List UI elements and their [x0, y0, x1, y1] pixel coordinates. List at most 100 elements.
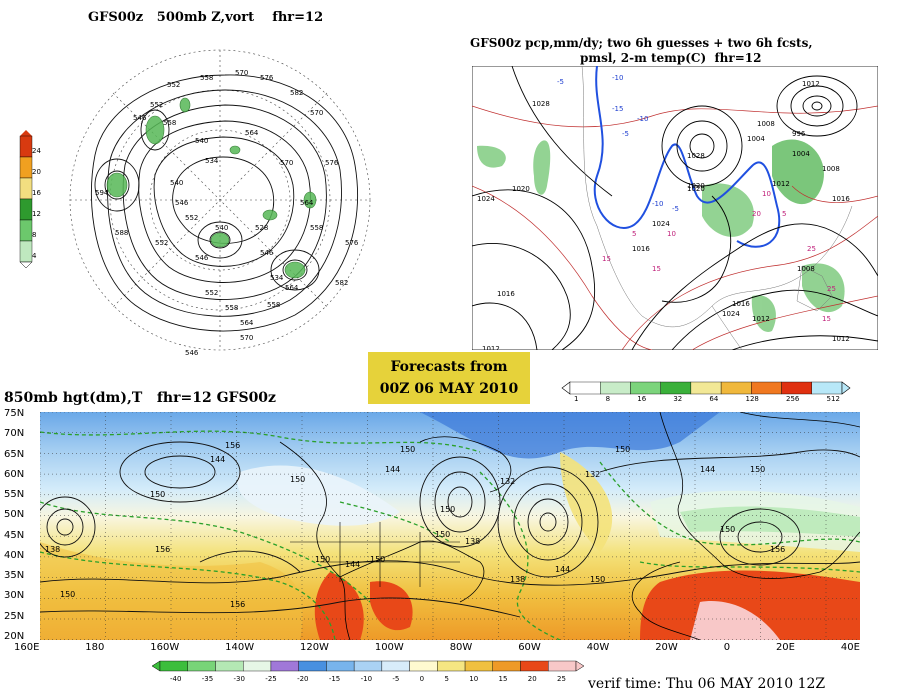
vort-colorbar-label-24: 24: [32, 147, 41, 155]
contour-label: 150: [750, 465, 765, 474]
contour-label: 1020: [512, 185, 530, 193]
contour-label: 558: [225, 304, 238, 312]
precip-colorbar-label: 64: [709, 395, 719, 403]
temp-label: 15: [822, 315, 831, 323]
temp-colorbar: [151, 660, 585, 672]
colorbar-swatch: [690, 381, 722, 395]
contour-label: 150: [150, 490, 165, 499]
temp-label: 15: [652, 265, 661, 273]
lon-label: 0: [723, 642, 731, 653]
contour-label: 150: [435, 530, 450, 539]
temp-colorbar-label: 15: [498, 675, 508, 683]
temp-label: 25: [827, 285, 836, 293]
temp-label: -10: [637, 115, 648, 123]
temp-label: 25: [807, 245, 816, 253]
lon-label: 160W: [150, 642, 180, 653]
colorbar-swatch: [569, 381, 601, 395]
vort-colorbar-label-20: 20: [32, 168, 41, 176]
lon-label: 20E: [775, 642, 795, 653]
temp-colorbar-label: -35: [201, 675, 214, 683]
temp-label: -5: [622, 130, 629, 138]
forecast-header-line2: 00Z 06 MAY 2010: [379, 381, 519, 397]
contour-label: 156: [230, 600, 245, 609]
colorbar-swatch: [298, 660, 327, 672]
colorbar-swatch: [520, 660, 549, 672]
colorbar-swatch: [630, 381, 661, 395]
precip-colorbar-label: 512: [826, 395, 840, 403]
temp-label: -10: [612, 74, 623, 82]
colorbar-swatch: [242, 660, 272, 672]
contour-label: 1012: [772, 180, 790, 188]
isobar-contours: [472, 66, 878, 350]
title-precip-line2: pmsl, 2-m temp(C) fhr=12: [580, 51, 762, 65]
contour-label: 1020: [687, 185, 705, 193]
lon-axis: 160E 180 160W 140W 120W 100W 80W 60W 40W…: [14, 642, 860, 653]
colorbar-swatch: [19, 198, 33, 221]
lon-label: 120W: [299, 642, 329, 653]
precip-label-group: 1028102410201016101210081004102810201024…: [477, 74, 850, 350]
temperature-contours: [472, 105, 878, 350]
contour-label: 1008: [822, 165, 840, 173]
contour-label: 570: [240, 334, 253, 342]
contour-label: 1028: [532, 100, 550, 108]
temp-colorbar-label: 10: [469, 675, 479, 683]
precip-map: 1028102410201016101210081004102810201024…: [472, 66, 878, 350]
temp-label: -10: [652, 200, 663, 208]
contour-label: 570: [235, 69, 248, 77]
contour-label: 564: [240, 319, 254, 327]
title-precip-line1: GFS00z pcp,mm/dy; two 6h guesses + two 6…: [470, 36, 813, 50]
contour-label: 144: [555, 565, 570, 574]
contour-label: 582: [335, 279, 348, 287]
colorbar-swatch: [353, 660, 383, 672]
contour-label: 156: [155, 545, 170, 554]
vorticity-shading: [106, 97, 317, 279]
lat-lon-grid: [40, 412, 860, 640]
colorbar-swatch: [464, 660, 494, 672]
contour-label: 996: [792, 130, 806, 138]
colorbar-swatch: [409, 660, 438, 672]
colorbar-swatch: [548, 660, 577, 672]
contour-label: 1004: [792, 150, 810, 158]
contour-label: 150: [615, 445, 630, 454]
precip-colorbar-label: 16: [637, 395, 647, 403]
polar-map-500mb: 5525585705765825705405345465525585405465…: [69, 49, 371, 357]
precip-colorbar-labels: 1 8 16 32 64 128 256 512: [574, 395, 840, 403]
contour-label: 558: [310, 224, 323, 232]
contour-label: 564: [300, 199, 314, 207]
contour-label: 150: [400, 445, 415, 454]
temp-colorbar-labels: -40 -35 -30 -25 -20 -15 -10 -5 0 5 10 15…: [170, 675, 566, 683]
contour-label: 150: [290, 475, 305, 484]
contour-label: 132: [500, 477, 515, 486]
temp-label: 10: [762, 190, 771, 198]
contour-label: 144: [210, 455, 225, 464]
contour-label: 1004: [747, 135, 765, 143]
temp-colorbar-label: -20: [297, 675, 309, 683]
temp-label: 5: [632, 230, 636, 238]
colorbar-swatch: [437, 660, 466, 672]
contour-label: 576: [260, 74, 274, 82]
contour-label: 546: [195, 254, 209, 262]
lat-label: 25N: [4, 610, 25, 622]
contour-label: 144: [385, 465, 400, 474]
contour-label: 150: [370, 555, 385, 564]
vort-colorbar-label-12: 12: [32, 210, 41, 218]
lon-label: 80W: [449, 642, 473, 653]
contour-label: 594: [95, 189, 109, 197]
colorbar-arrow-top: [20, 130, 32, 136]
temp-label: 20: [752, 210, 761, 218]
colorbar-swatch: [660, 381, 692, 395]
temp-label: 15: [602, 255, 611, 263]
contour-label: 150: [60, 590, 75, 599]
temp-colorbar-label: -5: [392, 675, 400, 683]
contour-label: 138: [510, 575, 525, 584]
temp-colorbar-label: -10: [360, 675, 373, 683]
lon-label: 140W: [225, 642, 255, 653]
contour-label: 558: [267, 301, 280, 309]
lat-label: 30N: [4, 590, 25, 602]
temp-label: -5: [672, 205, 679, 213]
lat-label: 65N: [4, 448, 25, 460]
contour-label: 132: [585, 470, 600, 479]
contour-label: 144: [700, 465, 715, 474]
colorbar-swatch: [19, 240, 33, 263]
contour-label: 1012: [482, 345, 500, 350]
